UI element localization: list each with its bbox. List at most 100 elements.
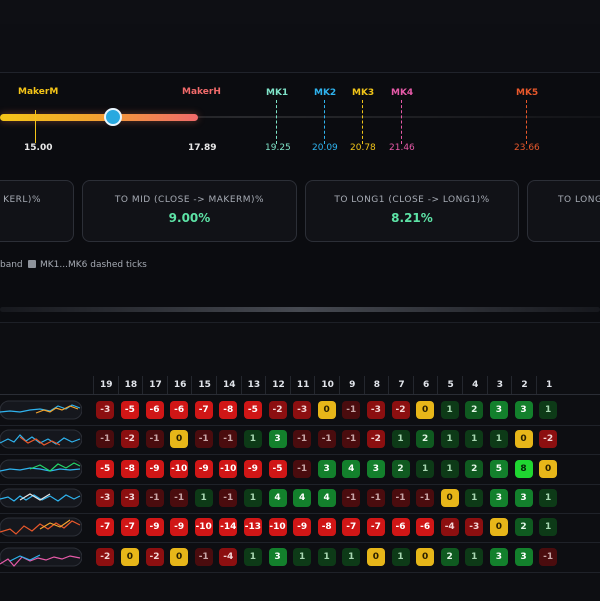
heatmap-cell[interactable]: -5 (120, 401, 139, 419)
heatmap-cell[interactable]: -7 (120, 518, 139, 537)
heatmap-cell[interactable]: -10 (170, 459, 189, 478)
heatmap-cell[interactable]: -10 (268, 518, 287, 537)
heatmap-cell[interactable]: 0 (416, 401, 435, 419)
heatmap-cell[interactable]: -13 (243, 518, 262, 537)
heatmap-cell[interactable]: -8 (219, 401, 238, 419)
heatmap-cell[interactable]: -3 (465, 518, 484, 537)
heatmap-cell[interactable]: 1 (539, 518, 558, 537)
heatmap-cell[interactable]: 3 (268, 547, 287, 566)
heatmap-cell[interactable]: -7 (194, 401, 213, 419)
heatmap-cell[interactable]: -9 (293, 518, 312, 537)
table-row[interactable] (0, 513, 600, 544)
heatmap-cell[interactable]: 0 (317, 401, 336, 419)
heatmap-cell[interactable]: 4 (342, 459, 361, 478)
heatmap-cell[interactable]: 8 (514, 459, 533, 478)
heatmap-cell[interactable]: -10 (219, 459, 238, 478)
heatmap-cell[interactable]: 4 (268, 488, 287, 507)
heatmap-cell[interactable]: -10 (194, 518, 213, 537)
heatmap-cell[interactable]: -1 (317, 430, 336, 449)
column-header[interactable]: 17 (142, 376, 168, 394)
heatmap-cell[interactable]: 0 (416, 547, 435, 566)
heatmap-cell[interactable]: -3 (96, 488, 115, 507)
heatmap-cell[interactable]: 1 (342, 547, 361, 566)
heatmap-cell[interactable]: -1 (219, 430, 238, 449)
heatmap-cell[interactable]: -9 (145, 518, 164, 537)
heatmap-cell[interactable]: -1 (194, 430, 213, 449)
heatmap-cell[interactable]: -1 (342, 488, 361, 507)
heatmap-cell[interactable]: 1 (465, 488, 484, 507)
heatmap-cell[interactable]: 1 (243, 488, 262, 507)
heatmap-cell[interactable]: 1 (440, 401, 459, 419)
heatmap-cell[interactable]: -6 (170, 401, 189, 419)
heatmap-cell[interactable]: -5 (96, 459, 115, 478)
heatmap-cell[interactable]: 0 (539, 459, 558, 478)
heatmap-cell[interactable]: 1 (440, 430, 459, 449)
heatmap-cell[interactable]: 2 (416, 430, 435, 449)
heatmap-cell[interactable]: 1 (391, 547, 410, 566)
heatmap-cell[interactable]: 1 (293, 547, 312, 566)
heatmap-cell[interactable]: 2 (465, 459, 484, 478)
heatmap-cell[interactable]: 1 (391, 430, 410, 449)
column-header[interactable]: 13 (240, 376, 267, 394)
heatmap-cell[interactable]: 3 (268, 430, 287, 449)
heatmap-cell[interactable]: 1 (416, 459, 435, 478)
column-header[interactable]: 5 (437, 376, 463, 394)
heatmap-cell[interactable]: -1 (194, 547, 213, 566)
heatmap-cell[interactable]: -6 (416, 518, 435, 537)
heatmap-cell[interactable]: 2 (391, 459, 410, 478)
heatmap-cell[interactable]: -1 (145, 488, 164, 507)
heatmap-cell[interactable]: -5 (243, 401, 262, 419)
heatmap-cell[interactable]: -1 (366, 488, 385, 507)
column-header[interactable]: 14 (216, 376, 242, 394)
heatmap-cell[interactable]: -2 (145, 547, 164, 566)
heatmap-cell[interactable]: 3 (317, 459, 336, 478)
table-row[interactable] (0, 543, 600, 573)
heatmap-cell[interactable]: 4 (293, 488, 312, 507)
heatmap-cell[interactable]: -9 (170, 518, 189, 537)
heatmap-cell[interactable]: -8 (317, 518, 336, 537)
table-row[interactable] (0, 484, 600, 514)
heatmap-cell[interactable]: -4 (440, 518, 459, 537)
heatmap-cell[interactable]: 0 (170, 547, 189, 566)
heatmap-cell[interactable]: -3 (96, 401, 115, 419)
heatmap-cell[interactable]: -4 (219, 547, 238, 566)
heatmap-cell[interactable]: -1 (96, 430, 115, 449)
heatmap-cell[interactable]: -1 (219, 488, 238, 507)
table-row[interactable] (0, 396, 600, 426)
heatmap-cell[interactable]: 2 (440, 547, 459, 566)
column-header[interactable]: 12 (265, 376, 291, 394)
heatmap-cell[interactable]: -7 (96, 518, 115, 537)
heatmap-cell[interactable]: -1 (170, 488, 189, 507)
column-header[interactable]: 4 (462, 376, 488, 394)
heatmap-cell[interactable]: -5 (268, 459, 287, 478)
gauge-close-marker[interactable] (104, 108, 122, 126)
heatmap-cell[interactable]: 1 (440, 459, 459, 478)
heatmap-cell[interactable]: 1 (465, 430, 484, 449)
heatmap-cell[interactable]: -2 (391, 401, 410, 419)
heatmap-cell[interactable]: -9 (243, 459, 262, 478)
heatmap-cell[interactable]: 1 (539, 401, 558, 419)
heatmap-cell[interactable]: -1 (342, 401, 361, 419)
heatmap-cell[interactable]: 0 (489, 518, 508, 537)
heatmap-cell[interactable]: 3 (514, 488, 533, 507)
heatmap-cell[interactable]: 0 (514, 430, 533, 449)
heatmap-cell[interactable]: 1 (489, 430, 508, 449)
heatmap-cell[interactable]: 1 (243, 547, 262, 566)
heatmap-cell[interactable]: 0 (170, 430, 189, 449)
heatmap-cell[interactable]: -6 (145, 401, 164, 419)
column-header[interactable]: 16 (166, 376, 193, 394)
heatmap-cell[interactable]: -1 (145, 430, 164, 449)
heatmap-cell[interactable]: 4 (317, 488, 336, 507)
heatmap-cell[interactable]: 1 (194, 488, 213, 507)
column-header[interactable]: 18 (117, 376, 144, 394)
heatmap-cell[interactable]: 2 (514, 518, 533, 537)
column-header[interactable]: 6 (412, 376, 439, 394)
heatmap-cell[interactable]: -3 (293, 401, 312, 419)
heatmap-cell[interactable]: -2 (268, 401, 287, 419)
column-header[interactable]: 19 (93, 376, 119, 394)
heatmap-cell[interactable]: 2 (465, 401, 484, 419)
heatmap-cell[interactable]: -6 (391, 518, 410, 537)
heatmap-cell[interactable]: 0 (440, 488, 459, 507)
column-header[interactable]: 9 (339, 376, 365, 394)
heatmap-cell[interactable]: -1 (293, 459, 312, 478)
